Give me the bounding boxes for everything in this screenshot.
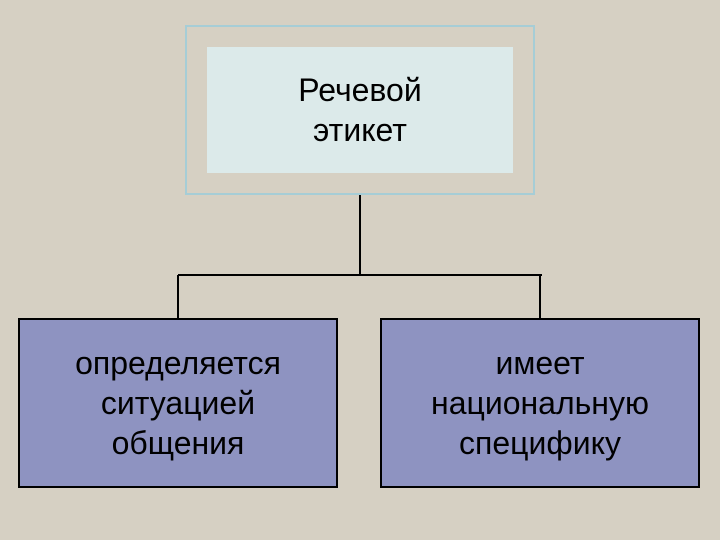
connector-horizontal (178, 274, 542, 276)
child-label: имеет национальную специфику (431, 343, 649, 463)
child-node: имеет национальную специфику (380, 318, 700, 488)
child-label: определяется ситуацией общения (75, 343, 281, 463)
connector-drop (177, 275, 179, 318)
root-node-inner: Речевой этикет (207, 47, 513, 173)
connector-drop (539, 275, 541, 318)
root-node: Речевой этикет (185, 25, 535, 195)
connector-trunk (359, 195, 361, 275)
root-label: Речевой этикет (298, 70, 421, 150)
child-node: определяется ситуацией общения (18, 318, 338, 488)
diagram-canvas: Речевой этикет определяется ситуацией общ… (0, 0, 720, 540)
